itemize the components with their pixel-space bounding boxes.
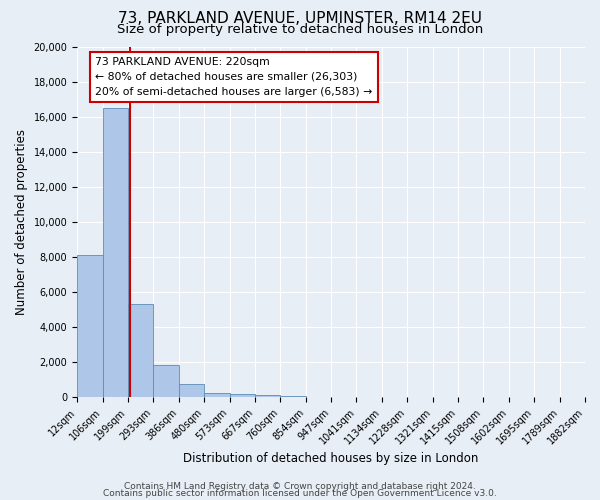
Bar xyxy=(154,365,179,398)
Text: 73 PARKLAND AVENUE: 220sqm
← 80% of detached houses are smaller (26,303)
20% of : 73 PARKLAND AVENUE: 220sqm ← 80% of deta… xyxy=(95,57,372,96)
X-axis label: Distribution of detached houses by size in London: Distribution of detached houses by size … xyxy=(184,452,479,465)
Text: Contains HM Land Registry data © Crown copyright and database right 2024.: Contains HM Land Registry data © Crown c… xyxy=(124,482,476,491)
Bar xyxy=(179,384,204,398)
Bar xyxy=(204,392,230,398)
Bar xyxy=(103,108,128,398)
Bar xyxy=(305,396,331,398)
Bar xyxy=(230,394,255,398)
Bar xyxy=(128,304,154,398)
Bar xyxy=(77,256,103,398)
Text: 73, PARKLAND AVENUE, UPMINSTER, RM14 2EU: 73, PARKLAND AVENUE, UPMINSTER, RM14 2EU xyxy=(118,11,482,26)
Y-axis label: Number of detached properties: Number of detached properties xyxy=(15,129,28,315)
Bar xyxy=(255,396,280,398)
Text: Size of property relative to detached houses in London: Size of property relative to detached ho… xyxy=(117,22,483,36)
Bar xyxy=(280,396,305,398)
Text: Contains public sector information licensed under the Open Government Licence v3: Contains public sector information licen… xyxy=(103,488,497,498)
